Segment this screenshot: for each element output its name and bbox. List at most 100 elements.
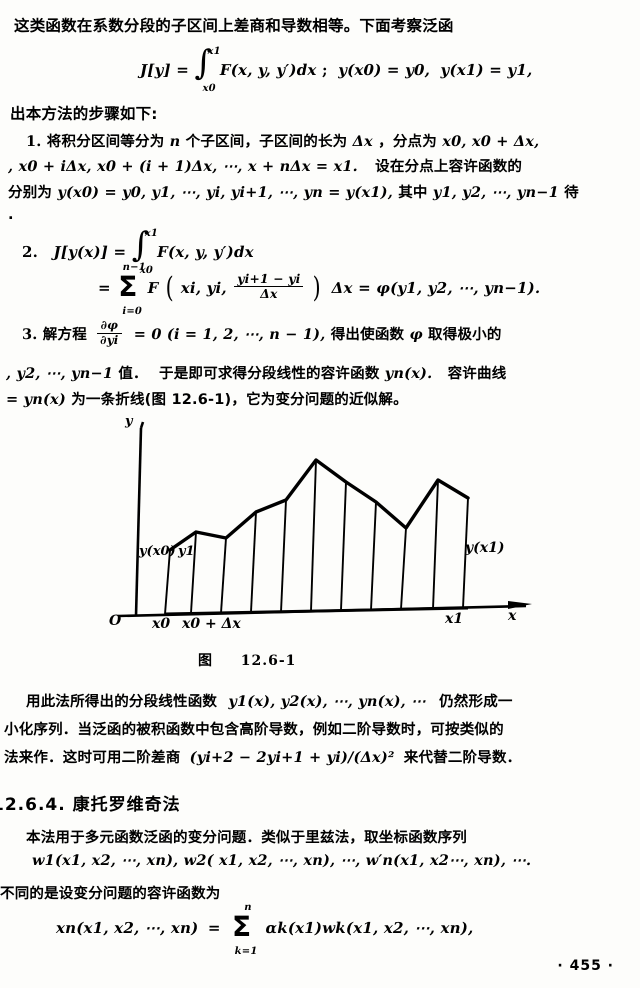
figure-y-axis-label: y [125, 414, 133, 429]
step-1-text-c: ，分点为 [378, 134, 437, 150]
step-2-line-1: 2. J[y(x)] = ∫ x1 x0 F(x, y, y′)dx [22, 228, 254, 276]
semicolon: ; [322, 60, 328, 79]
ordinate-line [310, 459, 317, 612]
section-heading-12-6-4: 12.6.4. 康托罗维奇法 [0, 795, 181, 815]
integrand: F(x, y, y′)dx [219, 60, 317, 79]
post-figure-text-d: 来代替二阶导数． [403, 750, 522, 766]
ordinate-lines [164, 459, 469, 615]
figure-svg [117, 421, 532, 618]
step-1-number: 1. [26, 133, 42, 150]
step-3-text-e: 于是即可求得分段线性的容许函数 [159, 366, 380, 382]
integral-lower-limit: x0 [139, 265, 154, 276]
ordinate-line [190, 531, 197, 614]
section-paragraph-1: 本法用于多元函数泛函的变分问题．类似于里兹法，取坐标函数序列 [26, 830, 467, 846]
post-figure-text-b: 仍然形成一 [439, 694, 513, 710]
step-2-equals-2: = [98, 278, 111, 297]
figure-x-axis-label: x [508, 608, 517, 624]
step-1-points-a: x0, x0 + Δx, [442, 133, 540, 150]
functional-lhs: J[y] [140, 60, 171, 79]
intro-line: 这类函数在系数分段的子区间上差商和导数相等。下面考察泛函 [14, 17, 454, 35]
ordinate-line [220, 537, 227, 614]
ordinate-line [340, 481, 347, 611]
steps-lead-in: 出本方法的步骤如下: [10, 105, 158, 123]
step-2-function-name: F [147, 278, 159, 297]
y-axis [134, 427, 143, 617]
step-2-lhs: J[y(x)] [53, 242, 109, 261]
sum-upper-limit: n−1 [122, 262, 146, 273]
equation-final: xn(x1, x2, ⋯, xn) = Σ n k=1 αk(x1)wk(x1,… [56, 902, 474, 957]
partial-denominator: ∂yi [100, 332, 119, 347]
final-equation-rhs: αk(x1)wk(x1, x2, ⋯, xn), [265, 918, 474, 937]
figure-caption-label: 图 [198, 653, 213, 669]
figure-tick-label-x0: x0 [152, 616, 171, 632]
right-paren: ) [312, 270, 321, 304]
figure-tick-label-x0-plus-dx: x0 + Δx [182, 616, 241, 632]
step-3-vars: , y2, ⋯, yn−1 [6, 365, 114, 382]
step-3-phi: φ [409, 326, 423, 344]
step-1-text-f: 其中 [398, 185, 428, 201]
difference-quotient: yi+1 − yi Δx [234, 272, 304, 302]
post-figure-line-2: 小化序列．当泛函的被积函数中包含高阶导数，例如二阶导数时，可按类似的 [4, 722, 504, 738]
summation-symbol: Σ n−1 i=0 [116, 262, 145, 317]
step-1-values: y(x0) = y0, y1, ⋯, yi, yi+1, ⋯, yn = y(x… [57, 184, 393, 201]
step-1-text-a: 将积分区间等分为 [46, 134, 165, 150]
page-number: · 455 · [557, 958, 614, 974]
step-3-equation: = 0 (i = 1, 2, ⋯, n − 1), [133, 326, 326, 344]
partial-numerator: ∂φ [97, 319, 122, 334]
final-equals-sign: = [207, 918, 221, 937]
post-figure-functions: y1(x), y2(x), ⋯, yn(x), ⋯ [228, 693, 426, 710]
step-3-text-f: 容许曲线 [447, 366, 507, 382]
ordinate-line [432, 479, 439, 610]
step-2-integrand: F(x, y, y′)dx [157, 242, 254, 261]
step-2-delta-x: Δx [331, 278, 353, 297]
difference-quotient-numerator: yi+1 − yi [234, 272, 304, 288]
step-1-line-1: 1. 将积分区间等分为 n 个子区间，子区间的长为 Δx ，分点为 x0, x0… [26, 130, 539, 151]
ordinate-line [462, 497, 469, 609]
step-2-args: xi, yi, [180, 278, 227, 297]
step-1-line-2: , x0 + iΔx, x0 + (i + 1)Δx, ⋯, x + nΔx =… [8, 155, 522, 176]
figure-tick-label-x1: x1 [445, 611, 464, 627]
ordinate-line [164, 549, 171, 615]
step-3-line-3: = yn(x) 为一条折线(图 12.6-1)，它为变分问题的近似解。 [6, 388, 408, 409]
difference-quotient-denominator: Δx [260, 286, 278, 302]
step-2-equals-1: = [113, 242, 127, 261]
step-3-line2-equation: = yn(x) [6, 391, 66, 408]
coordinate-function-sequence: w1(x1, x2, ⋯, xn), w2( x1, x2, ⋯, xn), ⋯… [32, 852, 532, 869]
step-3-text-c: 取得极小的 [428, 327, 502, 344]
figure-12-6-1: y x O y(x0) y1 y(x1) x0 x0 + Δx x1 [108, 414, 548, 645]
step-1-line-3: 分别为 y(x0) = y0, y1, ⋯, yi, yi+1, ⋯, yn =… [8, 181, 579, 202]
figure-origin-label: O [109, 613, 122, 629]
integral-upper-limit: x1 [144, 228, 159, 239]
left-paren: ( [165, 270, 174, 304]
sum-lower-limit: k=1 [234, 946, 258, 957]
step-3-text-a: 解方程 [42, 327, 87, 344]
x-axis-arrowhead [508, 601, 532, 609]
integral-lower-limit: x0 [202, 83, 216, 94]
final-equation-lhs: xn(x1, x2, ⋯, xn) [56, 918, 199, 937]
ordinate-line [400, 527, 407, 610]
sum-upper-limit: n [244, 902, 252, 913]
step-3-function: yn(x). [384, 365, 433, 382]
step-3-line-2: , y2, ⋯, yn−1 值． 于是即可求得分段线性的容许函数 yn(x). … [6, 362, 506, 383]
section-paragraph-2: 不同的是设变分问题的容许函数为 [0, 886, 221, 902]
post-figure-text-a: 用此法所得出的分段线性函数 [26, 694, 218, 710]
step-3-line-1: 3. 解方程 ∂φ ∂yi = 0 (i = 1, 2, ⋯, n − 1), … [22, 319, 502, 349]
sum-lower-limit: i=0 [122, 306, 143, 317]
partial-derivative-fraction: ∂φ ∂yi [97, 319, 122, 347]
step-1-line-4: . [8, 207, 14, 223]
figure-curve-label-y-x1: y(x1) [465, 540, 505, 556]
post-figure-text-c: 法来作．这时可用二阶差商 [4, 750, 181, 766]
step-3-text-d: 值． [118, 366, 148, 382]
step-1-delta-x: Δx [352, 133, 373, 150]
summation-symbol: Σ n k=1 [230, 902, 257, 957]
figure-curve-label-y-x0: y(x0) [139, 544, 176, 559]
ordinate-line [280, 499, 287, 613]
boundary-condition-1: y(x0) = y0, [338, 60, 431, 79]
ordinate-line [250, 511, 257, 613]
step-1-text-e: 分别为 [8, 185, 53, 201]
ordinate-line [370, 501, 377, 611]
integral-upper-limit: x1 [207, 46, 221, 57]
axes [117, 421, 532, 618]
integral-symbol: ∫ x1 x0 [194, 43, 221, 94]
